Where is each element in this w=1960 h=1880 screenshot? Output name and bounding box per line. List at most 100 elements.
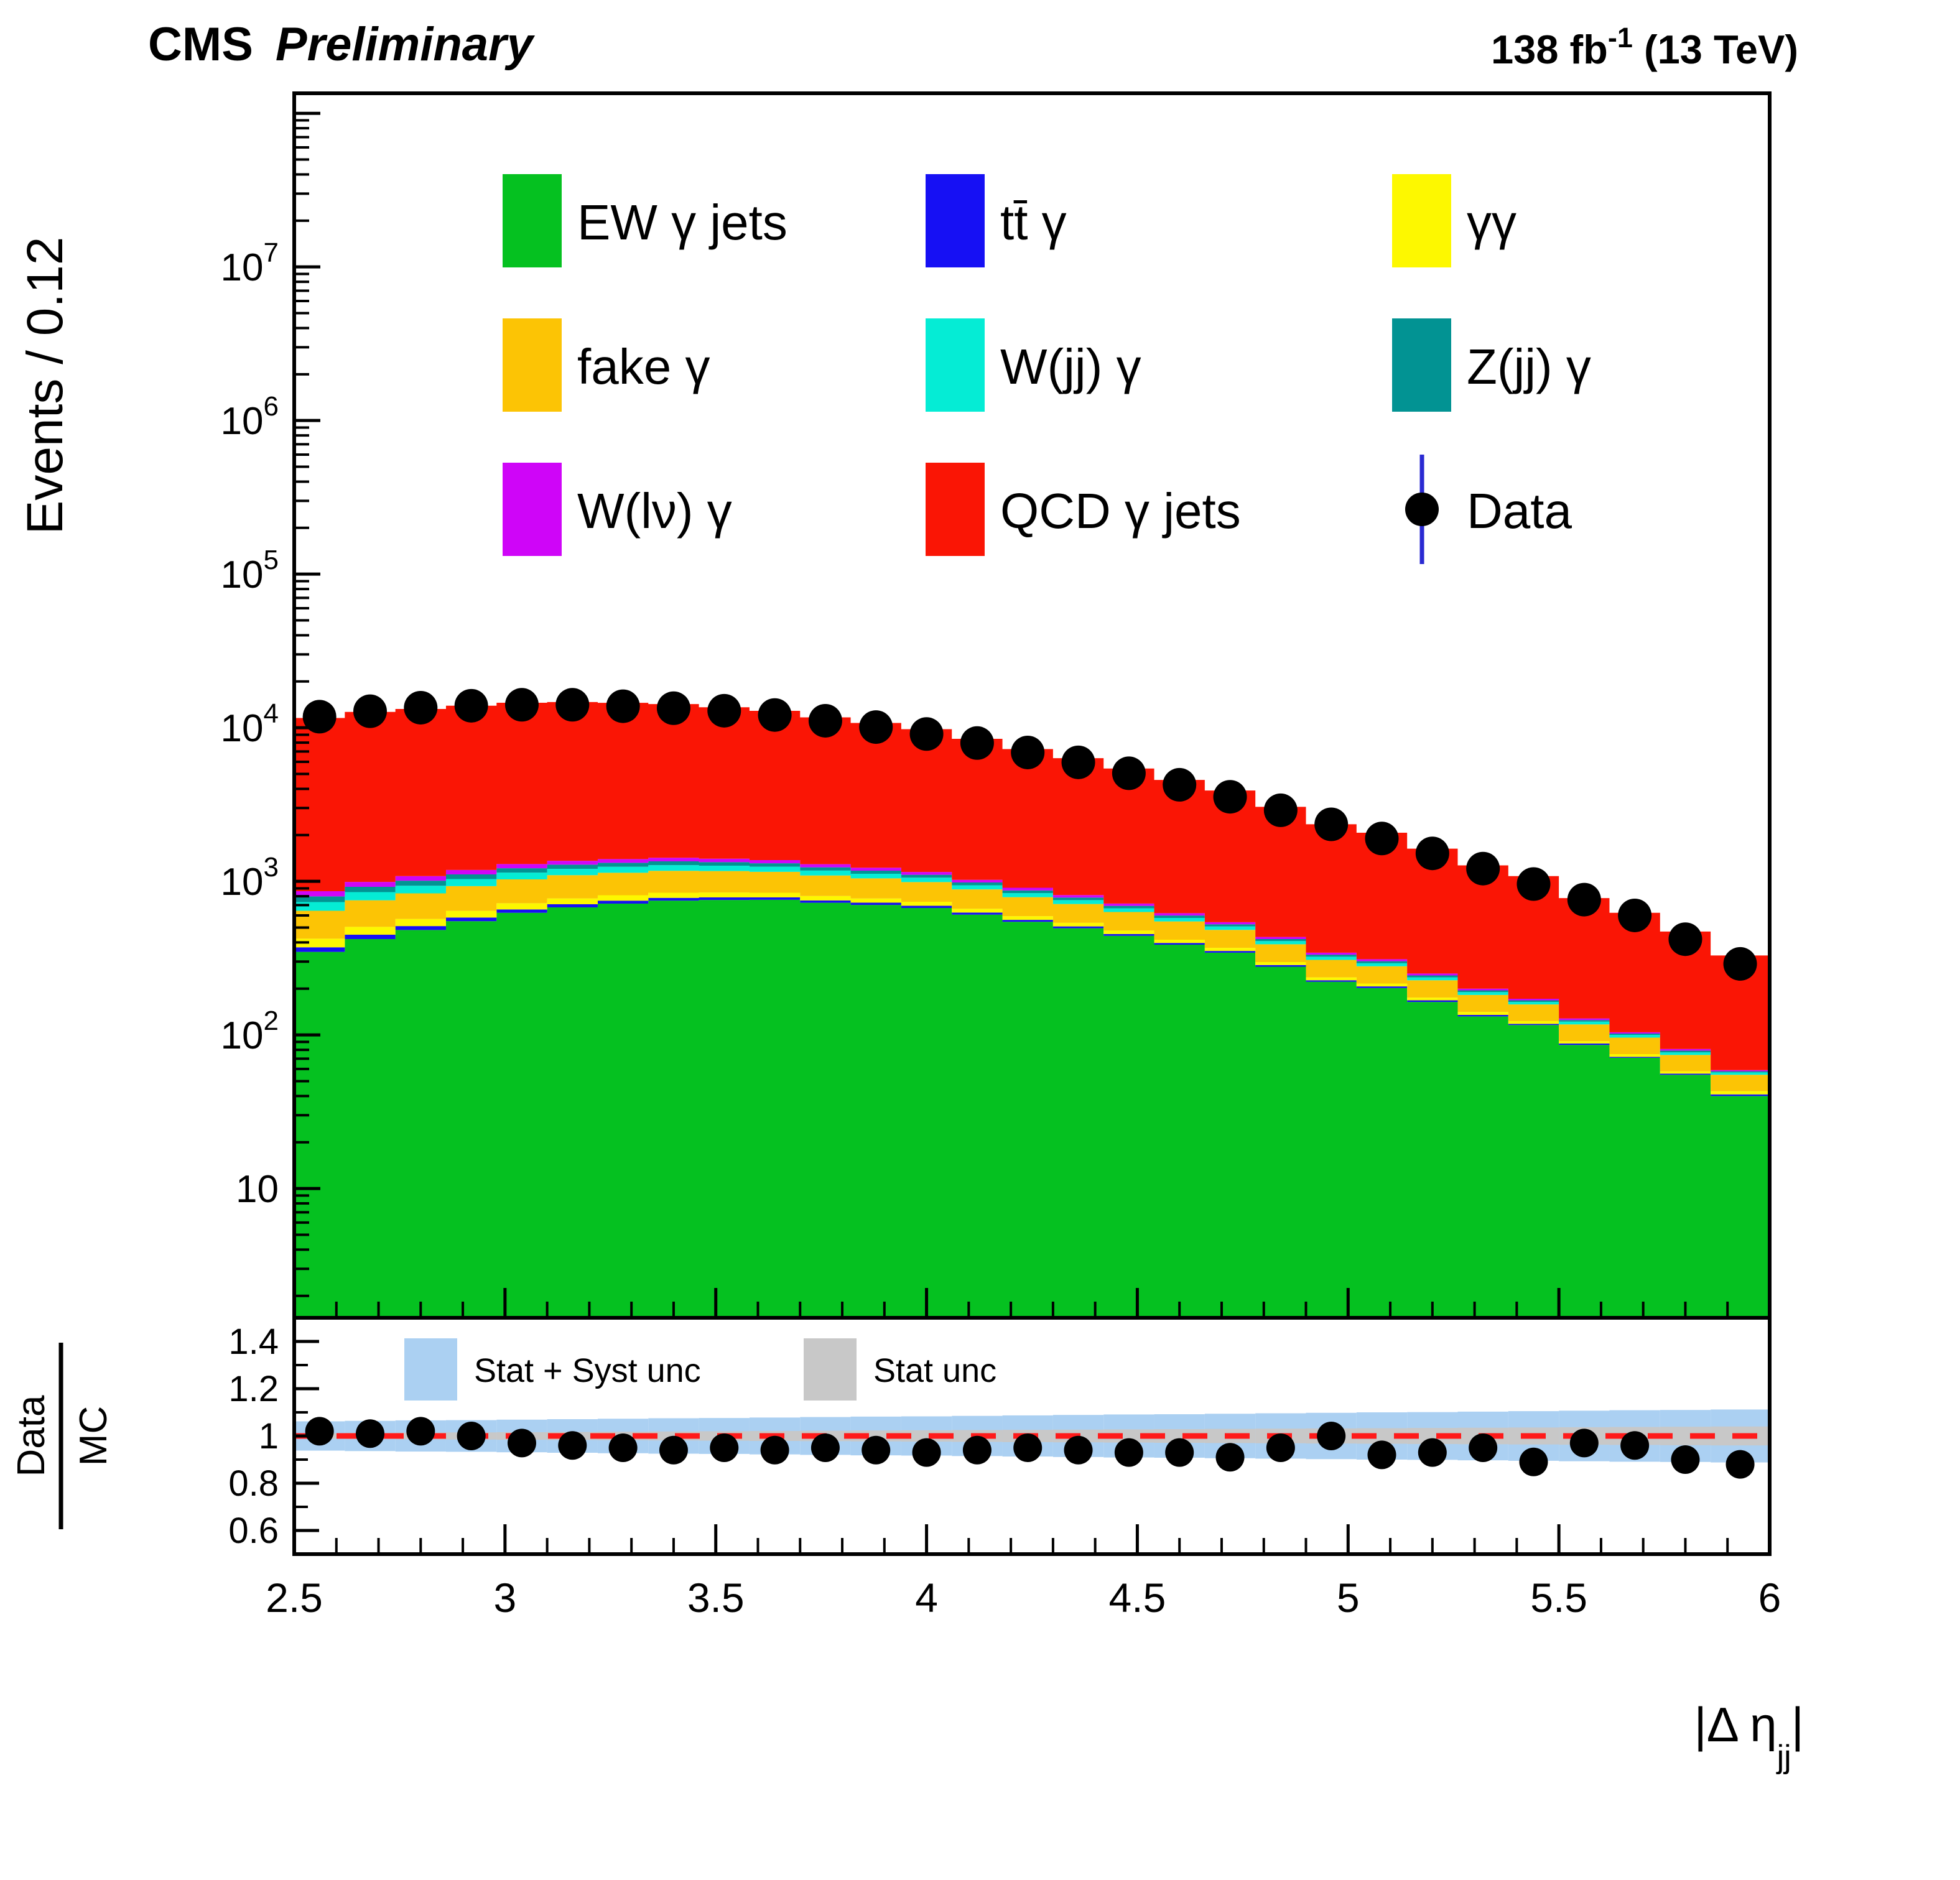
legend-label-2: γγ: [1467, 195, 1516, 250]
data-point: [504, 688, 539, 722]
ratio-point: [1317, 1422, 1346, 1450]
ratio-point: [862, 1435, 891, 1465]
ratio-point: [608, 1433, 638, 1462]
luminosity-header: 138 fb-1 (13 TeV): [1491, 22, 1798, 73]
data-point: [302, 700, 337, 734]
data-point: [1618, 898, 1652, 932]
x-tick-label: 4: [915, 1575, 938, 1621]
data-point: [859, 710, 893, 744]
legend-label-1: tt̄ γ: [1000, 195, 1067, 250]
data-point: [1011, 735, 1045, 769]
x-tick-label: 5: [1337, 1575, 1360, 1621]
stack-series-6: [294, 858, 1770, 1072]
y-tick-label: 106: [221, 391, 279, 443]
stack-series-4: [294, 865, 1770, 1075]
x-tick-label: 4.5: [1109, 1575, 1166, 1621]
y-tick-label: 10: [236, 1168, 279, 1211]
experiment-header: CMS Preliminary: [148, 17, 533, 72]
data-point: [353, 694, 387, 728]
ratio-axis-title: Data MC: [10, 1343, 115, 1529]
ratio-point: [1671, 1445, 1700, 1474]
stat-band: [1103, 1429, 1154, 1443]
x-tick-label: 3.5: [687, 1575, 745, 1621]
x-tick-labels: 2.5 3 3.5 4 4.5 5 5.5 6: [266, 1575, 1781, 1621]
ratio-legend-swatch-stat: [804, 1338, 857, 1401]
data-point: [1466, 851, 1500, 886]
preliminary-label: Preliminary: [275, 18, 533, 71]
ratio-point: [1013, 1433, 1043, 1462]
data-point: [606, 689, 640, 723]
ratio-point: [1418, 1438, 1447, 1467]
lumi-exponent: -1: [1607, 22, 1633, 53]
stat-band: [1154, 1429, 1205, 1443]
ratio-panel: 0.6 0.8 1 1.2 1.4: [228, 1316, 1772, 1556]
lumi-value: 138 fb: [1491, 27, 1608, 72]
main-axis-ticks: [292, 111, 1772, 1554]
y-tick-label: 104: [221, 698, 279, 750]
ratio-point: [1469, 1433, 1498, 1462]
ratio-point: [457, 1422, 486, 1450]
ratio-point: [1165, 1438, 1194, 1467]
legend-swatch-3: [503, 318, 562, 412]
data-point: [707, 693, 741, 728]
data-point: [960, 726, 994, 760]
legend-data-marker: [1405, 493, 1439, 526]
stack-series-3: [294, 871, 1770, 1091]
experiment-name: CMS: [148, 18, 253, 71]
data-point: [1314, 807, 1349, 841]
data-point: [808, 703, 842, 738]
data-point: [758, 698, 792, 732]
y-axis-title: Events / 0.12: [17, 237, 73, 535]
legend-swatch-7: [926, 463, 985, 556]
stack-series-5: [294, 861, 1770, 1073]
ratio-point: [1367, 1440, 1396, 1470]
ratio-point: [305, 1417, 334, 1446]
ratio-point: [355, 1419, 384, 1448]
legend-swatch-1: [926, 174, 985, 267]
x-tick-label: 5.5: [1530, 1575, 1587, 1621]
ratio-point: [810, 1433, 840, 1462]
data-point: [1112, 756, 1146, 790]
ratio-legend-label-stat: Stat unc: [873, 1352, 996, 1389]
data-point: [909, 717, 944, 751]
ratio-point: [1620, 1431, 1650, 1460]
ratio-point: [659, 1435, 688, 1465]
data-point: [656, 691, 690, 725]
data-point: [1061, 745, 1095, 779]
ratio-point: [1266, 1433, 1295, 1462]
legend-swatch-0: [503, 174, 562, 267]
legend-label-data: Data: [1467, 483, 1572, 539]
ratio-point: [760, 1435, 789, 1465]
ratio-point: [507, 1429, 536, 1458]
y-tick-label: 102: [221, 1006, 279, 1057]
ratio-y-tick-label: 1: [259, 1416, 279, 1456]
y-tick-label: 103: [221, 852, 279, 904]
data-point: [1567, 882, 1601, 917]
main-legend: EW γ jets tt̄ γ γγ fake γ W(jj) γ Z(jj) γ W(lν…: [503, 174, 1591, 564]
ratio-point: [1725, 1450, 1755, 1479]
data-point: [1668, 922, 1702, 956]
x-tick-label: 3: [493, 1575, 516, 1621]
ratio-point: [1569, 1429, 1599, 1458]
x-axis-title: |Δ ηjj|: [1694, 1697, 1804, 1775]
ratio-legend-label-statsyst: Stat + Syst unc: [474, 1352, 701, 1389]
ratio-point: [962, 1435, 992, 1465]
stack-series-7: [294, 702, 1770, 1070]
y-tick-label: 107: [221, 238, 279, 289]
legend-label-4: W(jj) γ: [1000, 339, 1141, 394]
data-point: [404, 690, 438, 725]
data-point: [555, 688, 590, 722]
legend-swatch-4: [926, 318, 985, 412]
ratio-point: [1519, 1447, 1548, 1476]
y-tick-label: 105: [221, 545, 279, 596]
ratio-legend: Stat + Syst unc Stat unc: [404, 1338, 996, 1401]
ratio-title-numerator: Data: [10, 1395, 53, 1476]
ratio-point: [912, 1438, 941, 1467]
data-points: [302, 688, 1757, 981]
data-point: [1516, 867, 1551, 901]
legend-swatch-5: [1392, 318, 1451, 412]
legend-label-5: Z(jj) γ: [1467, 339, 1591, 394]
data-point: [1163, 767, 1197, 802]
